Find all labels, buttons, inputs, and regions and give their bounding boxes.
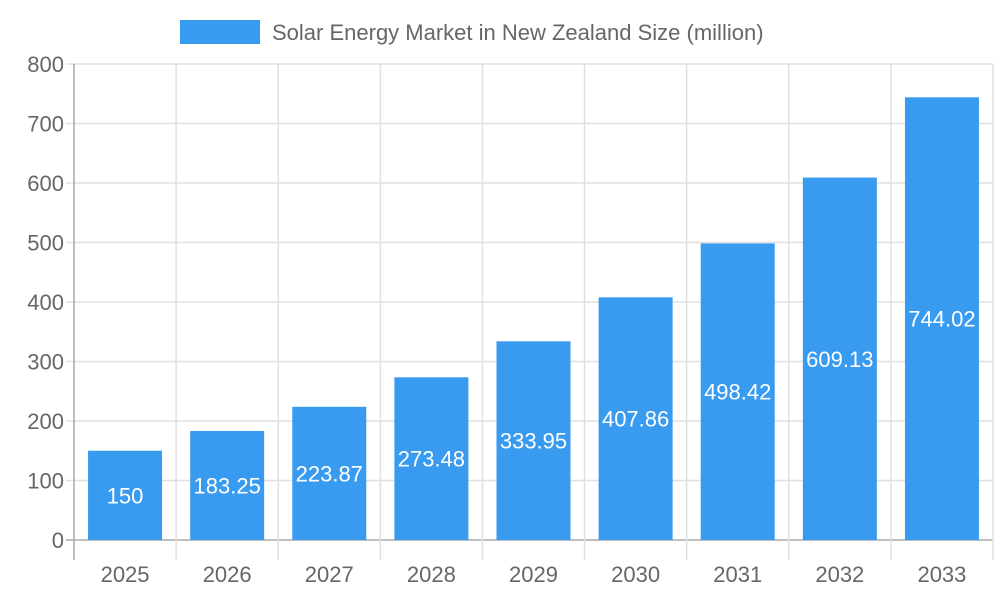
bar: [700, 243, 775, 540]
legend-swatch: [180, 20, 260, 44]
data-label: 333.95: [500, 429, 567, 454]
data-label: 498.42: [704, 380, 771, 405]
x-tick-label: 2030: [611, 562, 660, 587]
x-axis: 2025 2026 2027 2028 2029 2030 2031 2032 2033: [101, 562, 967, 587]
y-tick-label: 500: [27, 231, 64, 256]
bar: [496, 341, 571, 540]
legend-label: Solar Energy Market in New Zealand Size …: [272, 20, 764, 45]
y-tick-label: 600: [27, 171, 64, 196]
y-tick-label: 800: [27, 52, 64, 77]
data-labels: 150 183.25 223.87 273.48 333.95 407.86 498.42 6…: [107, 307, 976, 509]
legend[interactable]: Solar Energy Market in New Zealand Size …: [180, 20, 764, 45]
x-tick-label: 2031: [713, 562, 762, 587]
data-label: 183.25: [194, 473, 261, 498]
bar: [88, 450, 163, 540]
bar: [190, 430, 265, 540]
x-tick-label: 2029: [509, 562, 558, 587]
y-tick-label: 0: [52, 528, 64, 553]
bar: [394, 377, 469, 540]
y-axis: 0 100 200 300 400 500 600 700 800: [27, 52, 64, 553]
grid: [66, 63, 994, 560]
bars: [88, 97, 979, 540]
data-label: 150: [107, 483, 144, 508]
x-tick-label: 2033: [917, 562, 966, 587]
data-label: 273.48: [398, 447, 465, 472]
x-tick-label: 2027: [305, 562, 354, 587]
y-tick-label: 400: [27, 290, 64, 315]
x-tick-label: 2025: [101, 562, 150, 587]
data-label: 609.13: [806, 347, 873, 372]
data-label: 407.86: [602, 407, 669, 432]
data-label: 223.87: [296, 461, 363, 486]
bar: [598, 297, 673, 540]
x-tick-label: 2028: [407, 562, 456, 587]
x-tick-label: 2032: [815, 562, 864, 587]
data-label: 744.02: [908, 307, 975, 332]
y-tick-label: 200: [27, 409, 64, 434]
bar: [802, 177, 877, 540]
y-tick-label: 700: [27, 112, 64, 137]
x-tick-label: 2026: [203, 562, 252, 587]
bar: [292, 406, 367, 540]
y-tick-label: 100: [27, 469, 64, 494]
bar: [904, 97, 979, 540]
y-tick-label: 300: [27, 350, 64, 375]
